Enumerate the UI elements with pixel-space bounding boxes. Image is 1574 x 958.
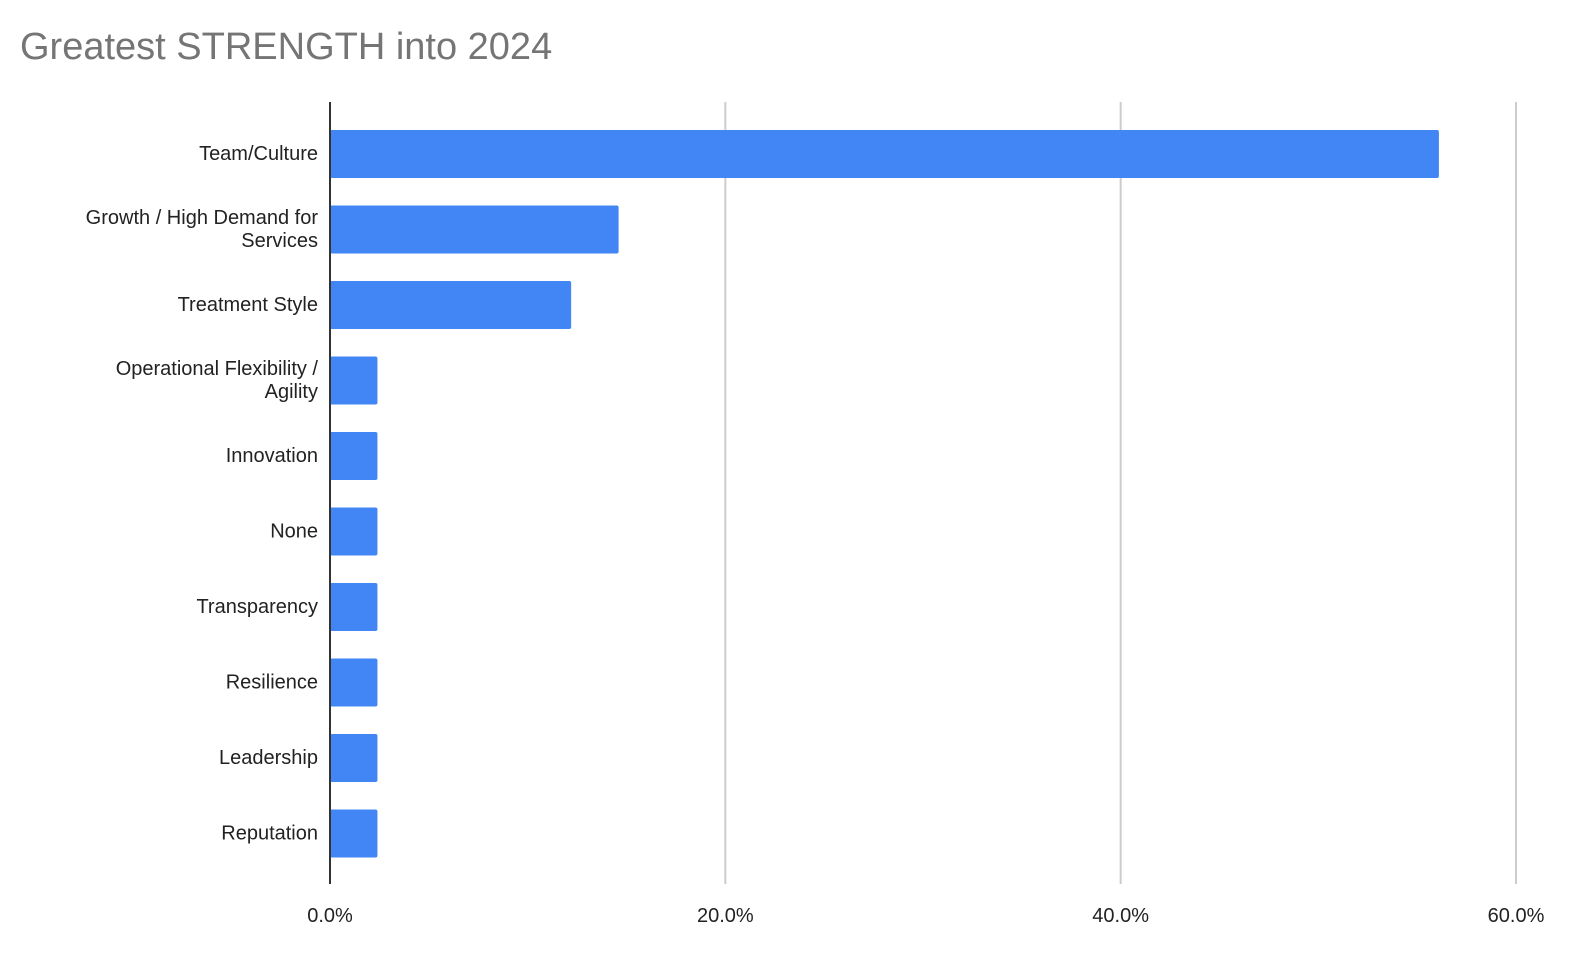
bar-1 bbox=[330, 205, 619, 254]
bar-0 bbox=[330, 130, 1439, 178]
category-label-2: Treatment Style bbox=[178, 294, 318, 316]
gridlines bbox=[724, 102, 1517, 884]
category-label-line: Growth / High Demand for bbox=[86, 207, 319, 229]
bar-6 bbox=[330, 583, 378, 631]
category-label-line: Resilience bbox=[226, 672, 318, 694]
category-label-3: Operational Flexibility / Agility bbox=[116, 358, 319, 403]
bar-8 bbox=[330, 734, 378, 782]
category-label-0: Team/Culture bbox=[199, 143, 318, 165]
category-labels: Team/Culture Growth / High Demand for Serv… bbox=[86, 143, 319, 845]
chart-title: Greatest STRENGTH into 2024 bbox=[20, 26, 553, 68]
category-label-line: Transparency bbox=[196, 596, 318, 618]
x-tick-label-2: 40.0% bbox=[1092, 905, 1149, 927]
bar-3 bbox=[330, 356, 378, 405]
bar-4 bbox=[330, 432, 378, 480]
bars bbox=[330, 130, 1439, 858]
bar-7 bbox=[330, 658, 378, 707]
category-label-line: Innovation bbox=[226, 445, 318, 467]
x-tick-label-1: 20.0% bbox=[697, 905, 754, 927]
bar-9 bbox=[330, 809, 378, 858]
category-label-line: Treatment Style bbox=[178, 294, 318, 316]
category-label-1: Growth / High Demand for Services bbox=[86, 207, 319, 252]
category-label-line: Leadership bbox=[219, 747, 318, 769]
x-tick-labels: 0.0% 20.0% 40.0% 60.0% bbox=[307, 905, 1544, 927]
bar-2 bbox=[330, 281, 572, 329]
x-tick-label-3: 60.0% bbox=[1488, 905, 1545, 927]
category-label-line: Services bbox=[241, 230, 318, 252]
category-label-line: Reputation bbox=[221, 823, 318, 845]
bar-5 bbox=[330, 507, 378, 556]
category-label-4: Innovation bbox=[226, 445, 318, 467]
category-label-7: Resilience bbox=[226, 672, 318, 694]
x-tick-label-0: 0.0% bbox=[307, 905, 353, 927]
category-label-8: Leadership bbox=[219, 747, 318, 769]
category-label-line: Operational Flexibility / bbox=[116, 358, 319, 380]
category-label-line: None bbox=[270, 521, 318, 543]
category-label-9: Reputation bbox=[221, 823, 318, 845]
category-label-line: Team/Culture bbox=[199, 143, 318, 165]
category-label-5: None bbox=[270, 521, 318, 543]
category-label-line: Agility bbox=[265, 381, 318, 403]
category-label-6: Transparency bbox=[196, 596, 318, 618]
